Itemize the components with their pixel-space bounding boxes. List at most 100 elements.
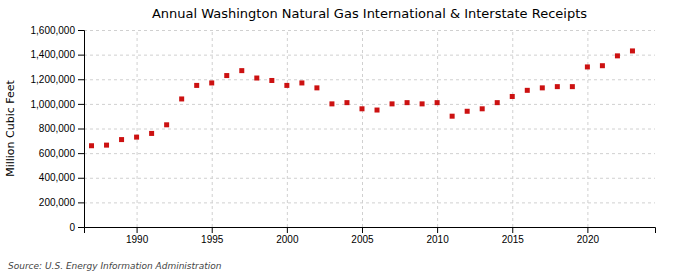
point (209, 80, 214, 85)
tick-label: 1,400,000 (31, 49, 76, 60)
point (314, 85, 319, 90)
tick: 1,600,000 (31, 25, 85, 36)
grid-tick (84, 79, 655, 80)
tick: 200,000 (39, 197, 84, 208)
tick-mark (587, 227, 588, 233)
tick-mark (78, 129, 84, 130)
tick: 2005 (351, 227, 374, 245)
tick: 1,000,000 (31, 99, 85, 110)
points (89, 48, 635, 148)
tick: 1,200,000 (31, 74, 85, 85)
grid-tick (84, 153, 655, 154)
grid-line (587, 30, 588, 227)
grid-line (84, 55, 655, 56)
tick-label: 0 (69, 222, 75, 233)
y-grid (84, 31, 655, 228)
point (570, 84, 575, 89)
tick-label: 2000 (276, 234, 299, 245)
tick-label: 1,000,000 (31, 99, 76, 110)
tick-mark (78, 178, 84, 179)
x-axis: 1990 1995 2000 2005 2010 2015 2020 (85, 227, 656, 245)
point (254, 76, 259, 81)
point (435, 100, 440, 105)
axis-line (78, 31, 85, 228)
plot: 0200,000400,000600,000800,0001,000,0001,… (31, 25, 656, 245)
point (179, 96, 184, 101)
tick: 2000 (276, 227, 299, 245)
chart: 0200,000400,000600,000800,0001,000,0001,… (0, 0, 675, 275)
tick-label: 2005 (351, 234, 374, 245)
tick-mark (78, 104, 84, 105)
grid-line (362, 30, 363, 227)
tick: 800,000 (39, 123, 84, 134)
point (615, 53, 620, 58)
point (134, 135, 139, 140)
tick: 2020 (577, 227, 600, 245)
tick-label: 800,000 (39, 123, 76, 134)
tick-mark (287, 227, 288, 233)
point (164, 122, 169, 127)
point (104, 143, 109, 148)
point (525, 88, 530, 93)
grid-line (84, 202, 655, 203)
grid-line (84, 178, 655, 179)
point (630, 48, 635, 53)
tick: 400,000 (39, 172, 84, 183)
grid-tick (84, 55, 655, 56)
grid-tick (137, 30, 138, 227)
grid-tick (84, 178, 655, 179)
tick: 2010 (426, 227, 449, 245)
point (224, 73, 229, 78)
tick: 1990 (126, 227, 149, 245)
point (405, 100, 410, 105)
tick-label: 1,200,000 (31, 74, 76, 85)
tick-mark (78, 202, 84, 203)
point (465, 109, 470, 114)
point (585, 64, 590, 69)
point (284, 83, 289, 88)
grid-tick (512, 30, 513, 227)
tick-mark (78, 79, 84, 80)
annotation: Source: U.S. Energy Information Administ… (8, 261, 222, 271)
tick-label: 400,000 (39, 172, 76, 183)
point (194, 83, 199, 88)
tick-label: 1990 (126, 234, 149, 245)
tick-mark (78, 30, 84, 31)
point (149, 131, 154, 136)
tick-mark (78, 55, 84, 56)
grid-tick (287, 30, 288, 227)
point (299, 80, 304, 85)
y-axis: 0200,000400,000600,000800,0001,000,0001,… (31, 25, 85, 233)
tick-mark (512, 227, 513, 233)
point (119, 137, 124, 142)
grid-line (84, 129, 655, 130)
point (375, 108, 380, 113)
tick-label: 200,000 (39, 197, 76, 208)
grid-tick (437, 30, 438, 227)
point (510, 94, 515, 99)
point (540, 85, 545, 90)
tick-label: 2010 (426, 234, 449, 245)
tick-label: 1,600,000 (31, 25, 76, 36)
grid-line (512, 30, 513, 227)
tick: 0 (69, 222, 84, 233)
point (329, 101, 334, 106)
tick: 2015 (502, 227, 525, 245)
tick-mark (137, 227, 138, 233)
grid-tick (84, 104, 655, 105)
tick-mark (78, 227, 84, 228)
grid-line (84, 79, 655, 80)
tick-mark (78, 153, 84, 154)
grid-tick (587, 30, 588, 227)
tick: 1995 (201, 227, 224, 245)
point (239, 68, 244, 73)
point (480, 106, 485, 111)
tick-mark (362, 227, 363, 233)
grid-line (212, 30, 213, 227)
y-axis-label: Million Cubic Feet (4, 79, 17, 176)
point (555, 84, 560, 89)
point (495, 100, 500, 105)
point (390, 101, 395, 106)
title: Annual Washington Natural Gas Internatio… (152, 6, 587, 21)
grid-line (84, 30, 655, 31)
